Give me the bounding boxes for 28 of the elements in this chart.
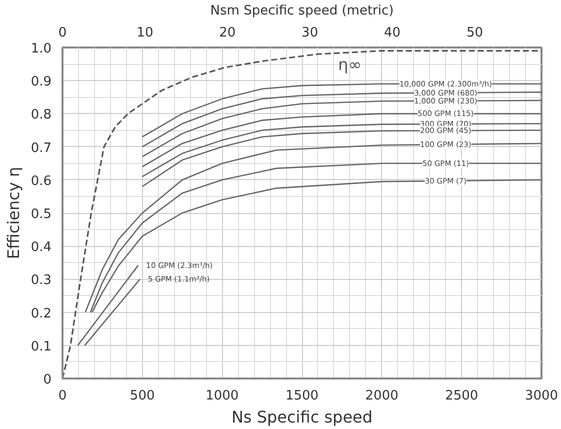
y-axis-title: Efficiency η <box>4 166 23 260</box>
y-tick-label: 0.3 <box>30 273 52 288</box>
x-tick-label: 500 <box>130 388 155 404</box>
x-tick-label: 3000 <box>524 388 558 404</box>
y-tick-label: 0 <box>43 372 52 388</box>
series-label: η∞ <box>338 54 362 74</box>
x2-axis-title: Nsm Specific speed (metric) <box>210 4 394 18</box>
x-tick-label: 2000 <box>365 388 398 404</box>
x2-tick-label: 40 <box>384 26 401 40</box>
x-axis-title: Ns Specific speed <box>231 408 373 426</box>
x2-tick-label: 50 <box>466 26 483 40</box>
x2-tick-label: 0 <box>58 26 67 40</box>
y-tick-label: 0.2 <box>30 306 52 322</box>
y-tick-label: 0.5 <box>30 207 52 222</box>
x-tick-label: 2500 <box>445 388 478 404</box>
x2-tick-label: 30 <box>302 26 318 40</box>
x2-tick-label: 10 <box>136 26 154 40</box>
x-tick-label: 1000 <box>206 388 239 404</box>
x2-tick-label: 20 <box>219 26 236 40</box>
y-tick-label: 0.4 <box>30 240 52 256</box>
y-tick-label: 0.6 <box>30 174 52 189</box>
y-tick-label: 0.8 <box>30 108 52 123</box>
y-tick-label: 0.1 <box>30 339 52 354</box>
y-tick-label: 0.7 <box>30 140 52 156</box>
y-tick-label: 0.9 <box>30 74 52 90</box>
x-tick-label: 0 <box>58 388 67 404</box>
y-tick-label: 1.0 <box>30 42 52 56</box>
x-tick-label: 1500 <box>285 388 319 404</box>
